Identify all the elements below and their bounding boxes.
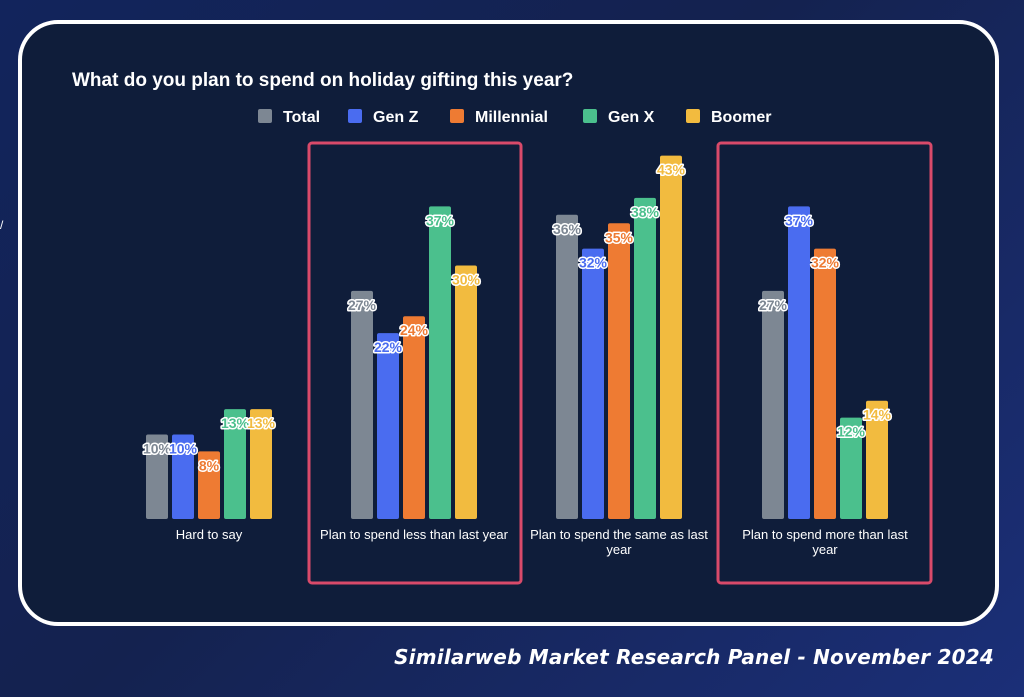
bar-boomer-2 xyxy=(660,155,682,519)
category-label-2: Plan to spend the same as last year xyxy=(530,527,708,557)
data-label-gen-z-0: 10% xyxy=(169,441,198,457)
category-label-0: Hard to say xyxy=(176,527,243,542)
bar-gen-z-1 xyxy=(377,333,399,519)
legend-swatch-total xyxy=(258,109,272,123)
data-label-boomer-0: 13% xyxy=(247,415,276,431)
bar-gen-x-0 xyxy=(224,409,246,519)
bar-millennial-3 xyxy=(814,248,836,519)
legend: Total Gen Z Millennial Gen X Boomer xyxy=(258,109,771,126)
bars: 10%10%8%13%13%27%22%24%37%30%36%32%35%38… xyxy=(141,155,893,520)
data-label-gen-x-3: 12% xyxy=(837,424,866,440)
bar-boomer-3 xyxy=(866,400,888,519)
data-label-millennial-1: 24% xyxy=(400,322,429,338)
bar-boomer-1 xyxy=(455,265,477,519)
bar-gen-x-3 xyxy=(840,417,862,519)
source-caption: Similarweb Market Research Panel - Novem… xyxy=(394,645,994,669)
data-label-boomer-2: 43% xyxy=(657,162,686,178)
bar-total-0 xyxy=(146,434,168,519)
legend-label-boomer: Boomer xyxy=(711,109,771,126)
bar-gen-x-2 xyxy=(634,197,656,519)
data-label-total-2: 36% xyxy=(553,221,582,237)
highlight-box-1 xyxy=(307,141,523,585)
data-label-total-1: 27% xyxy=(348,297,377,313)
bar-millennial-0 xyxy=(198,451,220,519)
legend-label-total: Total xyxy=(283,109,320,126)
data-label-gen-x-1: 37% xyxy=(426,212,455,228)
bar-gen-x-1 xyxy=(429,206,451,519)
legend-label-millennial: Millennial xyxy=(475,109,548,126)
bar-total-2 xyxy=(556,214,578,520)
data-label-boomer-1: 30% xyxy=(452,272,481,288)
bar-gen-z-0 xyxy=(172,434,194,519)
data-label-gen-x-2: 38% xyxy=(631,204,660,220)
data-label-gen-x-0: 13% xyxy=(221,415,250,431)
data-label-millennial-0: 8% xyxy=(199,457,220,473)
data-label-millennial-3: 32% xyxy=(811,255,840,271)
legend-swatch-boomer xyxy=(686,109,700,123)
bar-millennial-1 xyxy=(403,316,425,519)
bar-millennial-2 xyxy=(608,223,630,519)
highlight-boxes xyxy=(307,141,933,585)
legend-swatch-gen-x xyxy=(583,109,597,123)
data-label-gen-z-3: 37% xyxy=(785,212,814,228)
chart-title: What do you plan to spend on holiday gif… xyxy=(72,70,573,91)
legend-swatch-gen-z xyxy=(348,109,362,123)
category-label-1: Plan to spend less than last year xyxy=(320,527,509,542)
legend-label-gen-z: Gen Z xyxy=(373,109,419,126)
highlight-box-3 xyxy=(716,141,933,585)
category-labels: Hard to say Plan to spend less than last … xyxy=(176,527,908,557)
data-label-gen-z-1: 22% xyxy=(374,339,403,355)
bar-boomer-0 xyxy=(250,409,272,519)
legend-swatch-millennial xyxy=(450,109,464,123)
side-mark: / xyxy=(0,218,4,232)
bar-total-1 xyxy=(351,290,373,519)
category-label-3: Plan to spend more than last year xyxy=(742,527,908,557)
bar-gen-z-2 xyxy=(582,248,604,519)
legend-label-gen-x: Gen X xyxy=(608,109,655,126)
bar-total-3 xyxy=(762,290,784,519)
bar-gen-z-3 xyxy=(788,206,810,519)
data-label-millennial-2: 35% xyxy=(605,229,634,245)
data-label-total-3: 27% xyxy=(759,297,788,313)
data-label-total-0: 10% xyxy=(143,441,172,457)
data-label-gen-z-2: 32% xyxy=(579,255,608,271)
data-label-boomer-3: 14% xyxy=(863,407,892,423)
